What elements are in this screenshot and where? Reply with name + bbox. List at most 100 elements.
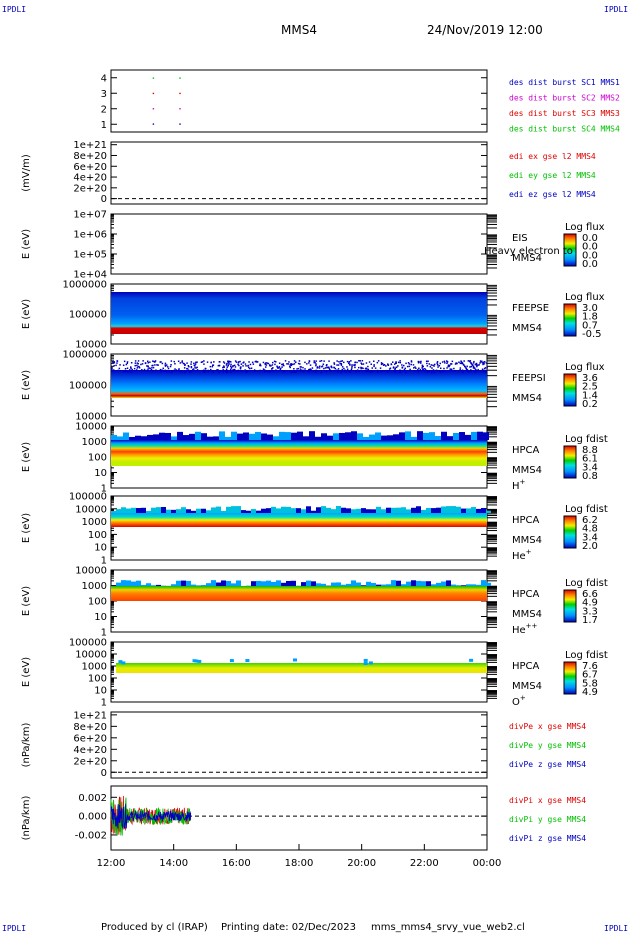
feepsi-speckle xyxy=(217,369,219,371)
feepsi-speckle xyxy=(181,361,183,363)
hpca-he-block xyxy=(156,507,161,513)
feepsi-speckle xyxy=(230,367,233,369)
hpca-h-block xyxy=(453,432,459,440)
feepsi-speckle xyxy=(369,371,371,374)
feepsi-speckle xyxy=(339,362,341,365)
feepsi-speckle xyxy=(477,364,479,366)
hpca-he-block xyxy=(166,509,171,513)
feepsi-speckle xyxy=(195,367,197,369)
feepsi-speckle xyxy=(426,371,428,373)
feepsi-speckle xyxy=(399,360,401,362)
hpca-he-block xyxy=(341,507,346,513)
feepsi-speckle xyxy=(123,360,126,363)
hpca-he-block xyxy=(211,507,216,513)
feepsi-speckle xyxy=(164,362,167,365)
y-tick-label: 100000 xyxy=(69,638,107,649)
y-tick-label: 0 xyxy=(101,194,107,205)
feepsi-speckle xyxy=(168,370,171,373)
feepsi-speckle xyxy=(137,360,140,362)
hpca-h-block xyxy=(441,431,447,440)
hpca-he-block xyxy=(376,506,381,513)
feepsi-speckle xyxy=(240,366,242,368)
feepsi-speckle xyxy=(134,360,137,362)
hpca-hepp-block xyxy=(306,580,311,586)
feepsi-speckle xyxy=(464,366,466,368)
feepsi-speckle xyxy=(333,363,336,365)
feepsi-speckle xyxy=(240,363,243,365)
feepsi-speckle xyxy=(306,363,308,365)
hpca-h-block xyxy=(153,434,159,440)
feepsi-speckle xyxy=(204,369,207,372)
hpca-he-block xyxy=(406,509,411,513)
panel-eis: 1e+04 1e+05 1e+06 1e+07 E (eV) EIS MMS4 Log flu… xyxy=(21,210,605,281)
feepsi-speckle xyxy=(447,364,450,366)
y-tick-label: 3 xyxy=(101,89,107,100)
hpca-he-block xyxy=(246,510,251,513)
hpca-o-speckle xyxy=(245,659,250,663)
burst-point xyxy=(152,108,155,110)
feepsi-speckle xyxy=(449,364,451,367)
feepsi-speckle xyxy=(387,364,390,366)
feepsi-speckle xyxy=(265,366,267,368)
feepsi-speckle xyxy=(454,370,456,372)
overlay-text: Heavy electron to xyxy=(484,246,573,257)
feepsi-speckle xyxy=(394,368,396,370)
feepsi-speckle xyxy=(367,365,369,368)
y-tick-label: 100 xyxy=(88,597,107,608)
right-label: MMS4 xyxy=(512,465,542,476)
hpca-hepp-block xyxy=(236,580,241,586)
feepsi-speckle xyxy=(340,370,343,373)
feepsi-speckle xyxy=(482,362,485,364)
feepsi-speckle xyxy=(466,365,468,368)
hpca-h-block xyxy=(369,434,375,440)
feepsi-speckle xyxy=(136,367,139,369)
feepsi-speckle xyxy=(283,364,285,367)
feepsi-speckle xyxy=(277,367,279,369)
feepsi-speckle xyxy=(232,365,234,368)
hpca-o-speckle xyxy=(363,661,368,665)
feepsi-speckle xyxy=(476,364,478,367)
feepsi-speckle xyxy=(319,365,321,367)
feepsi-speckle xyxy=(166,371,168,373)
hpca-he-block xyxy=(316,507,321,513)
feepsi-speckle xyxy=(471,364,474,366)
feepsi-speckle xyxy=(171,370,174,372)
feepsi-speckle xyxy=(470,362,472,365)
feepsi-speckle xyxy=(126,361,129,363)
hpca-o-speckle xyxy=(293,658,297,662)
y-tick-label: 10000 xyxy=(75,340,107,351)
hpca-he-block xyxy=(251,509,256,513)
feepsi-speckle xyxy=(475,369,477,371)
hpca-h-block xyxy=(261,433,267,440)
feepsi-speckle xyxy=(326,366,328,369)
feepsi-speckle xyxy=(130,366,132,368)
feepsi-speckle xyxy=(237,369,239,372)
feepsi-speckle xyxy=(353,364,355,366)
feepsi-speckle xyxy=(190,361,193,363)
feepsi-speckle xyxy=(233,364,236,367)
feepsi-speckle xyxy=(418,367,420,369)
colorbar-tick-label: 6.2 xyxy=(582,515,598,526)
hpca-hepp-block xyxy=(116,582,121,586)
feepsi-speckle xyxy=(468,371,470,373)
feepsi-speckle xyxy=(284,360,287,362)
hpca-he-block xyxy=(306,506,311,513)
feepsi-speckle xyxy=(289,364,292,366)
legend-entry: divPe x gse MMS4 xyxy=(509,722,586,731)
colorbar-tick-label: 0.0 xyxy=(582,242,598,253)
feepsi-speckle xyxy=(265,370,268,372)
y-tick-label: 6e+20 xyxy=(73,162,107,173)
hpca-h-block xyxy=(471,431,477,440)
feepsi-speckle xyxy=(152,360,154,362)
hpca-h-block xyxy=(231,431,237,440)
hpca-h-block xyxy=(333,433,339,440)
feepsi-speckle xyxy=(193,368,195,370)
feepsi-speckle xyxy=(315,363,317,365)
species-charge: + xyxy=(520,478,526,486)
feepsi-speckle xyxy=(219,370,221,372)
feepsi-speckle xyxy=(159,368,162,371)
feepsi-speckle xyxy=(276,366,279,368)
hpca-h-block xyxy=(177,431,183,440)
feepsi-speckle xyxy=(239,360,241,363)
feepsi-speckle xyxy=(337,371,339,373)
